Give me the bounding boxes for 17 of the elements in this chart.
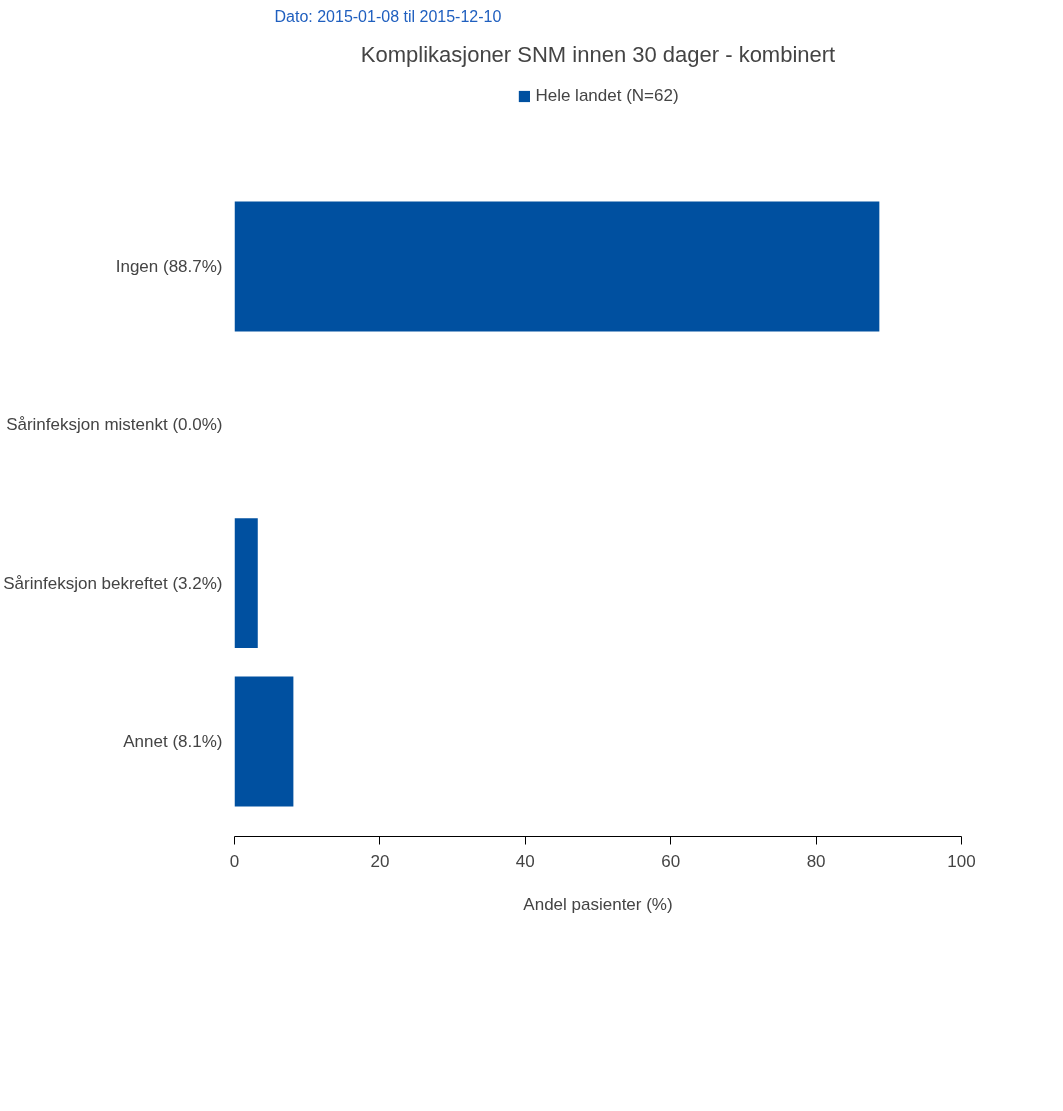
y-tick-label: Annet (8.1%): [123, 732, 223, 751]
y-tick-label: Ingen (88.7%): [115, 257, 223, 276]
bar: [234, 201, 880, 332]
x-tick-label: 20: [370, 851, 390, 871]
x-axis-title: Andel pasienter (%): [523, 894, 673, 914]
x-tick-label: 100: [947, 851, 976, 871]
x-tick-label: 60: [661, 851, 681, 871]
y-tick-label: Sårinfeksjon mistenkt (0.0%): [6, 415, 223, 435]
chart-title: Komplikasjoner SNM innen 30 dager - kombinert: [360, 41, 836, 67]
x-tick-label: 80: [806, 851, 826, 871]
x-tick-label: 40: [515, 851, 535, 871]
legend-label: Hele landet (N=62): [535, 86, 679, 106]
x-tick-label: 0: [229, 851, 240, 871]
y-tick-label: Sårinfeksjon bekreftet (3.2%): [3, 573, 223, 593]
bar: [234, 676, 294, 807]
bar: [234, 518, 258, 649]
chart-subtitle: Dato: 2015-01-08 til 2015-12-10: [274, 7, 502, 25]
